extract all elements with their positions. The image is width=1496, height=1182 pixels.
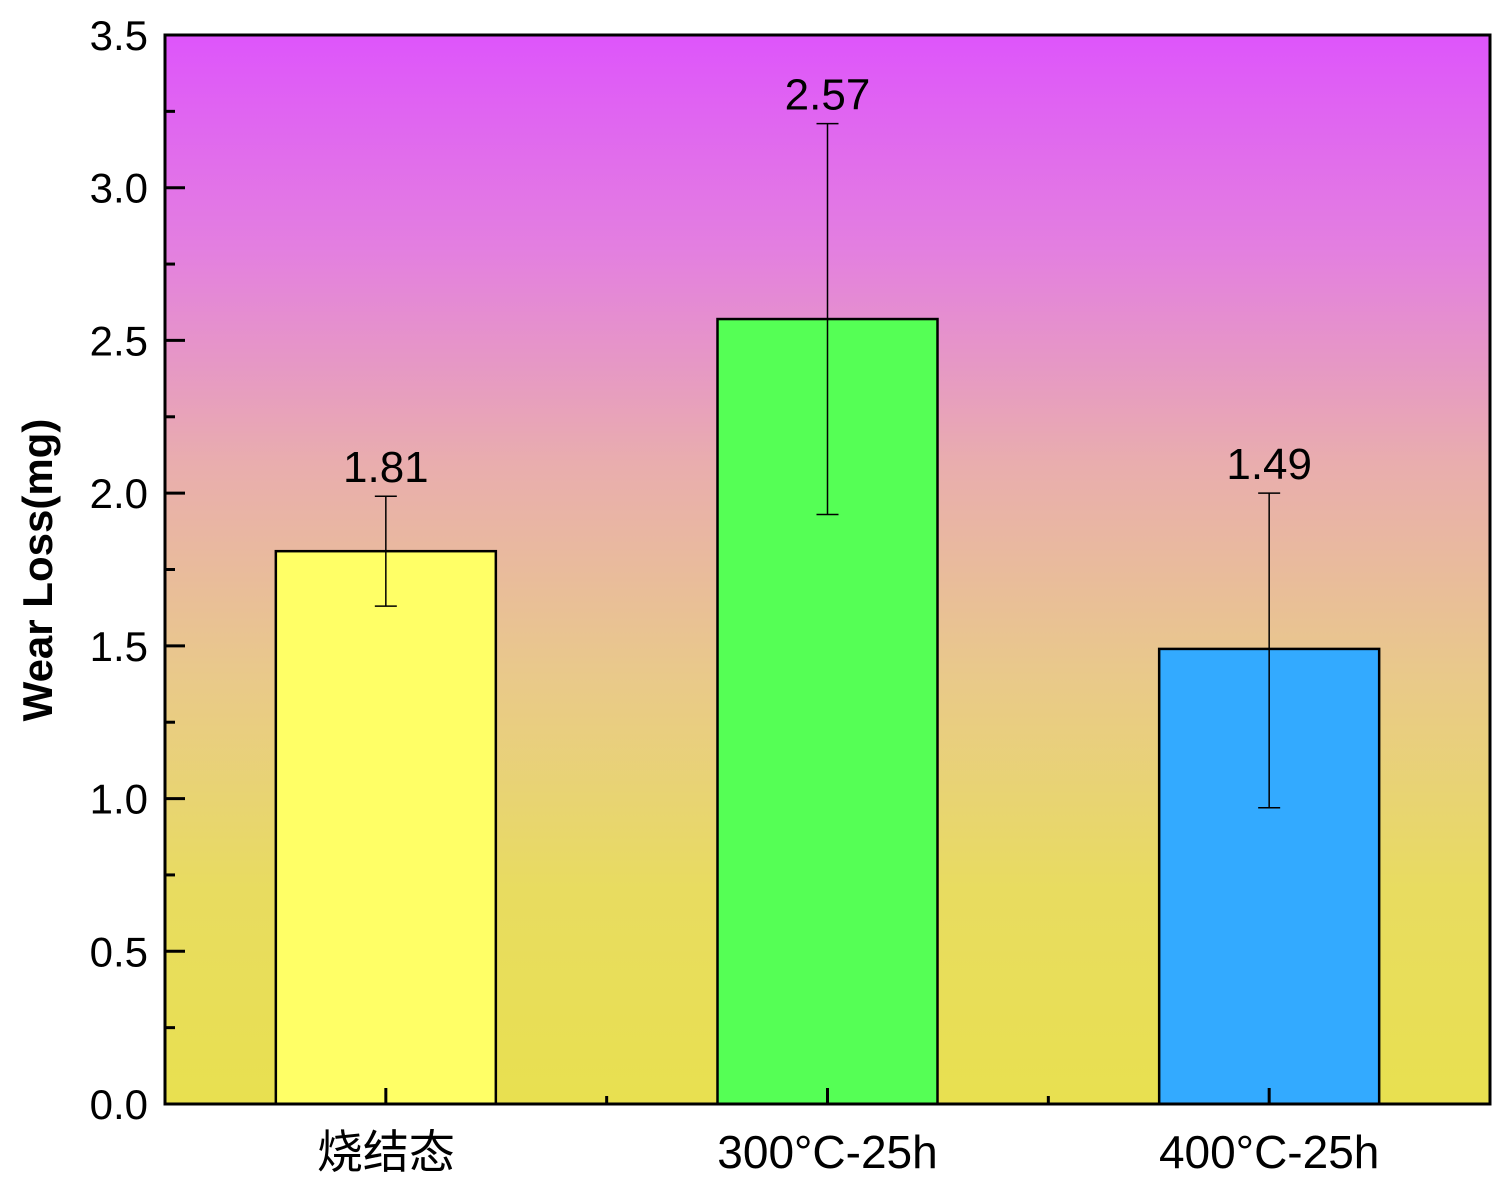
y-tick-label: 0.5 <box>90 928 148 975</box>
bar <box>274 549 498 1106</box>
data-label: 1.81 <box>343 443 429 492</box>
y-tick-label: 3.5 <box>90 12 148 59</box>
y-tick-label: 3.0 <box>90 165 148 212</box>
y-tick-label: 2.5 <box>90 317 148 364</box>
y-axis-label: Wear Loss(mg) <box>14 419 61 722</box>
y-tick-label: 2.0 <box>90 470 148 517</box>
y-tick-label: 0.0 <box>90 1081 148 1128</box>
x-tick-label: 300°C-25h <box>717 1126 937 1178</box>
data-label: 2.57 <box>785 71 871 120</box>
x-tick-label: 烧结态 <box>317 1126 455 1178</box>
plot-frame <box>163 33 1492 1106</box>
x-tick-label: 400°C-25h <box>1159 1126 1379 1178</box>
y-tick-label: 1.0 <box>90 776 148 823</box>
y-tick-label: 1.5 <box>90 623 148 670</box>
data-label: 1.49 <box>1226 440 1312 489</box>
